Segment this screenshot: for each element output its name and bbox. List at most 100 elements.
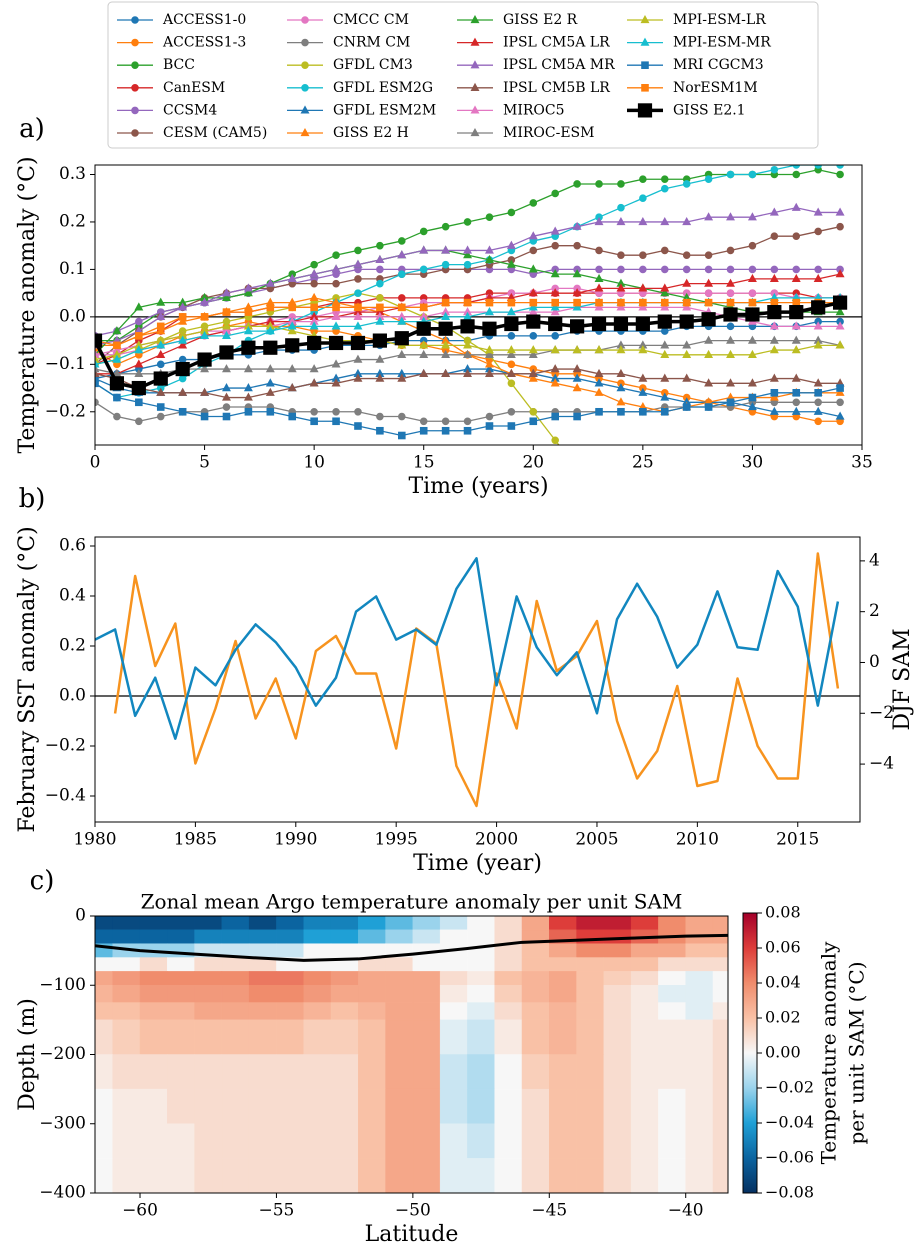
marker (704, 175, 713, 184)
heat-cell (385, 1002, 414, 1021)
marker (309, 269, 319, 278)
heat-cell (112, 916, 141, 931)
marker (507, 360, 516, 369)
x-tick-label: 10 (303, 453, 325, 473)
marker (354, 246, 362, 255)
heat-cell (112, 971, 141, 986)
heat-cell (658, 1123, 686, 1159)
marker (507, 208, 516, 217)
heat-cell (95, 957, 113, 972)
marker (551, 241, 560, 250)
heat-cell (576, 1054, 605, 1090)
marker (748, 170, 757, 179)
marker (419, 417, 428, 426)
panel-label: b) (19, 484, 46, 514)
heat-cell (303, 1019, 332, 1055)
marker (441, 311, 451, 321)
marker (376, 265, 384, 274)
heat-cell (412, 916, 441, 931)
marker (309, 364, 319, 373)
marker (301, 38, 309, 47)
marker (506, 307, 516, 316)
heat-cell (221, 985, 250, 1003)
heat-cell (112, 1054, 141, 1090)
heat-cell (412, 1158, 441, 1193)
marker (528, 231, 538, 240)
marker (95, 398, 99, 407)
heat-cell (549, 957, 577, 972)
marker (134, 359, 144, 368)
marker (441, 298, 450, 307)
marker (301, 16, 309, 24)
heat-cell (221, 957, 250, 972)
marker (354, 289, 362, 297)
marker (836, 165, 844, 169)
marker (574, 465, 581, 472)
heat-cell (167, 929, 195, 944)
marker (332, 417, 340, 426)
marker (639, 175, 647, 184)
heat-cell (603, 1158, 632, 1193)
marker (595, 298, 603, 307)
marker (463, 260, 472, 269)
heat-cell (439, 1158, 468, 1193)
heat-cell (521, 971, 550, 986)
legend-label: MIROC-ESM (503, 125, 594, 141)
marker (767, 305, 782, 320)
marker (441, 417, 450, 426)
y2-tick-label: −2 (869, 703, 894, 723)
heat-cell (95, 916, 113, 931)
heat-cell (248, 1088, 277, 1124)
marker (528, 288, 538, 297)
marker (595, 246, 603, 255)
heat-cell (139, 1088, 168, 1124)
heat-cell (330, 1123, 359, 1159)
marker (528, 373, 538, 382)
x-tick-label: 0 (90, 453, 101, 473)
marker (528, 302, 538, 311)
marker (745, 307, 760, 322)
marker (770, 298, 779, 307)
heat-cell (494, 916, 523, 931)
marker (506, 368, 516, 377)
heat-cell (112, 1123, 141, 1159)
heat-cell (194, 985, 223, 1003)
marker (769, 335, 779, 344)
marker (332, 407, 340, 416)
heat-cell (658, 1088, 686, 1124)
marker (747, 273, 757, 283)
colorbar-tick-label: −0.04 (765, 1113, 814, 1132)
heat-cell (248, 1002, 277, 1021)
colorbar-tick-label: −0.06 (765, 1148, 814, 1167)
heat-cell (712, 1002, 728, 1021)
marker (484, 245, 494, 254)
marker (704, 278, 714, 287)
legend-label: CanESM (163, 80, 225, 96)
heat-cell (630, 1088, 659, 1124)
marker (222, 288, 231, 297)
marker (484, 307, 494, 316)
colorbar-tick-label: 0.06 (765, 938, 801, 957)
marker (131, 380, 146, 396)
marker (222, 392, 231, 401)
heat-cell (330, 971, 359, 986)
marker (95, 379, 99, 388)
marker (529, 417, 538, 426)
marker (572, 345, 582, 354)
legend-label: NorESM1M (673, 80, 758, 96)
heat-cell (194, 1054, 223, 1090)
marker (748, 298, 757, 307)
heat-cell (576, 1158, 605, 1193)
marker (639, 194, 647, 203)
heat-cell (248, 916, 277, 931)
y-tick-label: −0.1 (45, 354, 86, 374)
marker (813, 378, 823, 387)
heat-cell (412, 929, 441, 944)
heat-cell (467, 1123, 495, 1159)
heat-cell (276, 1054, 304, 1090)
marker (504, 316, 519, 332)
marker (529, 332, 538, 340)
y-tick-label: −0.2 (45, 736, 86, 756)
marker (572, 221, 582, 230)
heat-cell (330, 929, 359, 944)
